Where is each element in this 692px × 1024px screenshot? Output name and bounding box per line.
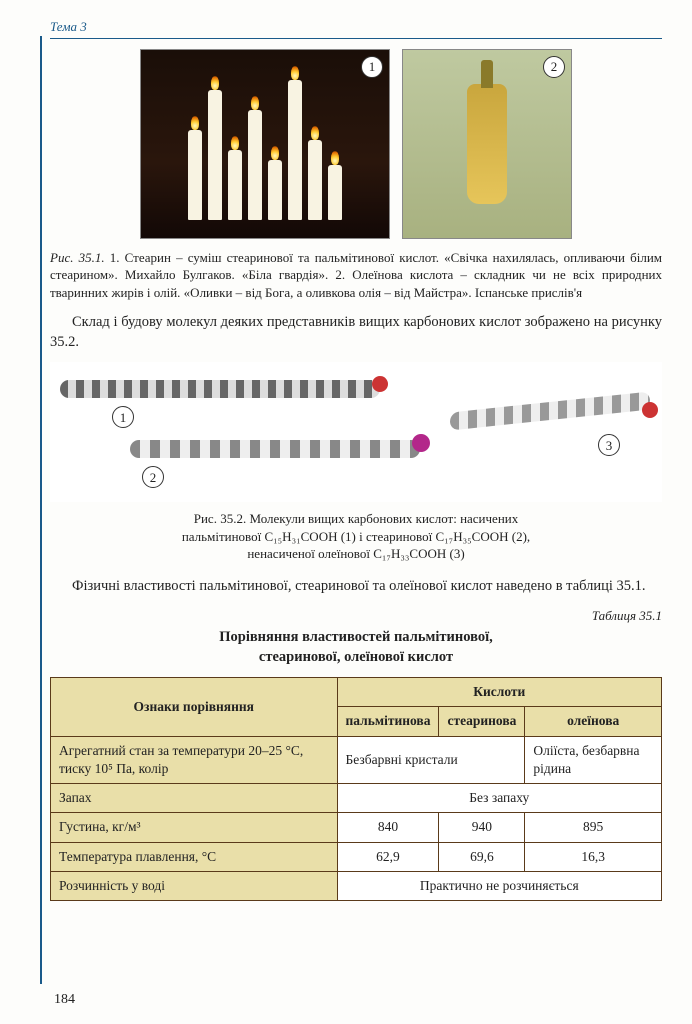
table-row: Запах Без запаху [51,784,662,813]
table-title-line: стеаринової, олеїнової кислот [259,649,453,665]
figure-badge-1: 1 [361,56,383,78]
page-number: 184 [54,991,75,1010]
th-feature: Ознаки порівняння [51,678,338,736]
left-margin-rule [40,36,42,984]
table-row: Температура плавлення, °C 62,9 69,6 16,3 [51,842,662,871]
carboxyl-group-icon [372,376,388,392]
molecule-badge-1: 1 [112,406,134,428]
caption-line: Молекули вищих карбонових кислот: насиче… [249,511,518,526]
page-header: Тема 3 [50,18,662,39]
table-row: Агрегатний стан за температури 20–25 °C,… [51,736,662,783]
molecule-palmitinic [60,380,380,398]
cell-value: 940 [439,813,525,842]
molecule-badge-3: 3 [598,434,620,456]
cell-value: 16,3 [525,842,662,871]
figure-35-1-caption: Рис. 35.1. 1. Стеарин – суміш стеариново… [50,249,662,302]
molecule-oleic [450,392,650,431]
table-row: Густина, кг/м³ 840 940 895 [51,813,662,842]
cell-feature: Температура плавлення, °C [51,842,338,871]
figure-35-1: 1 2 [50,49,662,239]
figure-35-2-caption: Рис. 35.2. Молекули вищих карбонових кис… [50,510,662,563]
caption-text: 1. Стеарин – суміш стеаринової та пальмі… [50,250,662,300]
cell-feature: Розчинність у воді [51,871,338,900]
cell-feature: Агрегатний стан за температури 20–25 °C,… [51,736,338,783]
paragraph-1: Склад і будову молекул деяких представни… [50,313,662,352]
cell-feature: Густина, кг/м³ [51,813,338,842]
cell-value: 840 [337,813,439,842]
th-col3: олеїнова [525,707,662,736]
carboxyl-group-icon [642,402,658,418]
table-title: Порівняння властивостей пальмітинової, с… [50,628,662,667]
cell-value: Оліїста, безбарвна рідина [525,736,662,783]
cell-feature: Запах [51,784,338,813]
table-label: Таблиця 35.1 [50,607,662,625]
molecule-stearic [130,440,420,458]
carboxyl-group-icon [412,434,430,452]
caption-label: Рис. 35.1. [50,250,105,265]
th-col2: стеаринова [439,707,525,736]
comparison-table: Ознаки порівняння Кислоти пальмітинова с… [50,677,662,901]
cell-value: Безбарвні кристали [337,736,525,783]
cell-value: 62,9 [337,842,439,871]
caption-line: ненасиченої олеїнової C₁₇H₃₃COOH (3) [247,546,464,561]
paragraph-2: Фізичні властивості пальмітинової, стеар… [50,577,662,597]
figure-35-1-image-olive-oil: 2 [402,49,572,239]
caption-line: пальмітинової C₁₅H₃₁COOH (1) і стеаринов… [182,529,530,544]
figure-35-1-image-candles: 1 [140,49,390,239]
cell-value: 895 [525,813,662,842]
cell-value: Без запаху [337,784,661,813]
table-row: Розчинність у воді Практично не розчиняє… [51,871,662,900]
figure-35-2: 1 2 3 [50,362,662,502]
th-col1: пальмітинова [337,707,439,736]
caption-label: Рис. 35.2. [194,511,246,526]
table-title-line: Порівняння властивостей пальмітинової, [219,629,493,645]
cell-value: Практично не розчиняється [337,871,661,900]
olive-oil-bottle [467,84,507,204]
molecule-badge-2: 2 [142,466,164,488]
th-acids: Кислоти [337,678,661,707]
cell-value: 69,6 [439,842,525,871]
figure-badge-2: 2 [543,56,565,78]
